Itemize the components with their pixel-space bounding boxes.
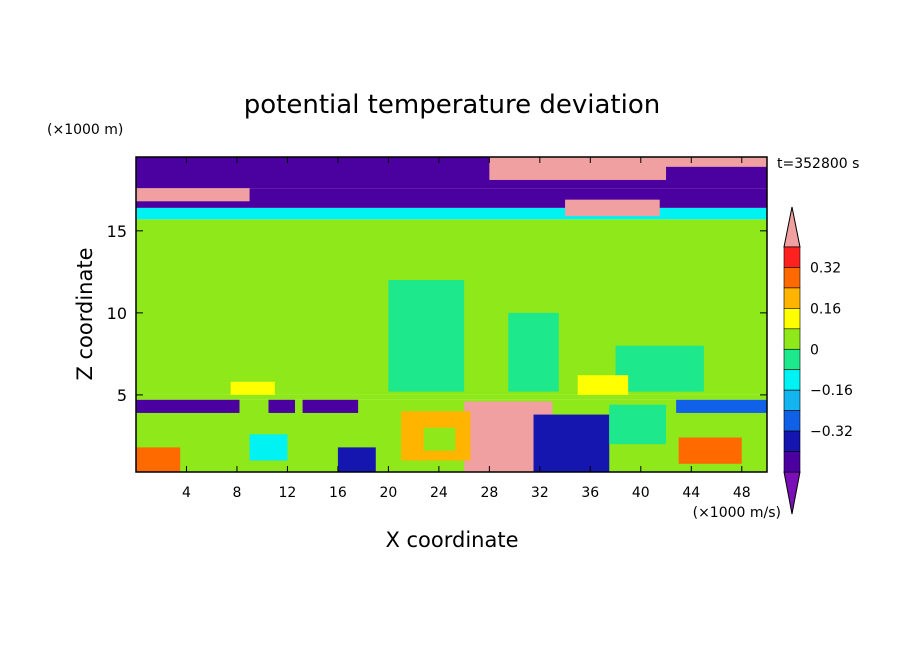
y-axis-title: Z coordinate (73, 247, 97, 380)
contour-region (565, 199, 660, 217)
contour-region (230, 381, 275, 395)
colorbar-band (783, 430, 801, 452)
x-tick-label: 12 (279, 485, 297, 501)
contour-region (136, 447, 181, 472)
colorbar-band (783, 410, 801, 432)
colorbar-tick-label: 0.16 (810, 301, 841, 317)
x-tick-label: 16 (329, 485, 347, 501)
colorbar-band (783, 246, 801, 268)
contour-region (514, 222, 755, 297)
contour-region (388, 280, 465, 392)
x-axis: 4 8 12 16 20 24 28 32 36 40 44 48 (182, 157, 751, 501)
x-tick-label: 24 (430, 485, 448, 501)
contour-region (136, 188, 250, 202)
time-label: t=352800 s (777, 156, 859, 172)
contour-region (678, 437, 742, 464)
contour-region (302, 399, 359, 413)
chart-title: potential temperature deviation (244, 90, 660, 120)
colorbar-tick-label: −0.32 (810, 424, 853, 440)
contour-field (136, 157, 767, 472)
colorbar: 0.32 0.16 0 −0.16 −0.32 (783, 206, 853, 515)
x-tick-label: 44 (682, 485, 700, 501)
x-tick-label: 8 (232, 485, 241, 501)
y-tick-label: 10 (107, 304, 127, 323)
y-tick-label: 15 (107, 222, 127, 241)
y-axis: 5 10 15 (107, 222, 767, 405)
contour-region (268, 399, 296, 413)
contour-region (533, 414, 610, 472)
x-tick-label: 20 (379, 485, 397, 501)
x-tick-label: 40 (632, 485, 650, 501)
contour-region (423, 427, 456, 451)
contour-region (337, 447, 376, 472)
x-tick-label: 4 (182, 485, 191, 501)
x-axis-title: X coordinate (385, 528, 518, 552)
colorbar-tick-label: −0.16 (810, 383, 853, 399)
colorbar-band (783, 348, 801, 371)
contour-region (609, 404, 667, 445)
x-tick-label: 28 (480, 485, 498, 501)
colorbar-tick-label: 0.32 (810, 260, 841, 276)
colorbar-band (783, 369, 801, 391)
contour-region (249, 434, 288, 461)
y-tick-label: 5 (117, 386, 127, 405)
contour-region (136, 207, 767, 220)
x-tick-label: 48 (733, 485, 751, 501)
contour-region (577, 375, 629, 395)
contour-region (508, 312, 559, 392)
x-unit-label: (×1000 m/s) (693, 505, 781, 521)
plot-frame (135, 156, 768, 473)
colorbar-tick-label: 0 (810, 342, 819, 358)
colorbar-band (783, 451, 801, 473)
x-tick-label: 36 (581, 485, 599, 501)
colorbar-band (783, 287, 801, 309)
colorbar-band (783, 308, 801, 330)
colorbar-band (783, 328, 801, 350)
contour-region (136, 399, 240, 413)
y-unit-label: (×1000 m) (47, 122, 123, 138)
colorbar-extend-low (783, 471, 801, 515)
colorbar-extend-high (783, 206, 801, 248)
contour-region (615, 345, 704, 392)
contour-region (489, 157, 667, 180)
colorbar-band (783, 389, 801, 411)
contour-region (136, 394, 767, 400)
contour-region (634, 157, 767, 167)
contour-region (676, 399, 767, 413)
x-tick-label: 32 (531, 485, 549, 501)
colorbar-band (783, 267, 801, 289)
